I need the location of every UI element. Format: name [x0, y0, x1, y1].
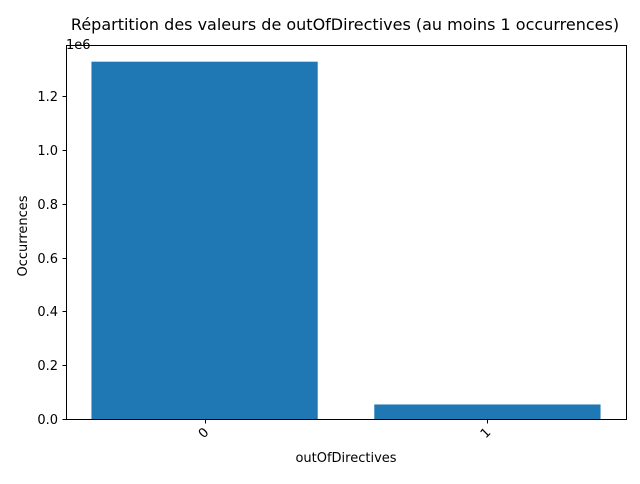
bar-1	[374, 404, 601, 419]
chart-title: Répartition des valeurs de outOfDirectiv…	[71, 15, 619, 34]
y-tick-label: 0.0	[37, 413, 58, 428]
x-tick-label: 0	[196, 425, 212, 441]
x-axis-label: outOfDirectives	[295, 451, 396, 466]
y-tick-label: 0.6	[37, 252, 58, 267]
y-tick-label: 0.2	[37, 359, 58, 374]
y-tick-label: 0.8	[37, 198, 58, 213]
axes-frame	[66, 45, 627, 420]
bars-group	[91, 61, 601, 420]
y-axis-label: Occurrences	[16, 195, 31, 276]
bar-0	[91, 61, 318, 420]
y-tick-label: 1.0	[37, 144, 58, 159]
x-tick-label: 1	[478, 425, 494, 441]
y-axis-ticks: 0.0 0.2 0.4 0.6 0.8 1.0 1.2	[37, 90, 67, 428]
y-tick-label: 1.2	[37, 90, 58, 105]
y-tick-label: 0.4	[37, 305, 58, 320]
